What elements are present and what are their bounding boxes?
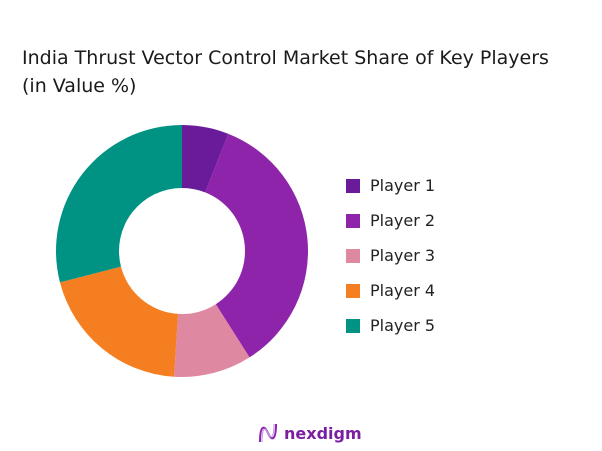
nexdigm-logo-icon (259, 423, 277, 443)
legend-swatch (346, 283, 360, 298)
legend-item: Player 4 (346, 281, 435, 300)
legend-item: Player 3 (346, 246, 435, 265)
legend-label: Player 1 (370, 176, 436, 195)
legend-item: Player 2 (346, 211, 435, 230)
legend-swatch (346, 318, 360, 333)
legend-swatch (346, 178, 360, 193)
slice-player-1 (182, 125, 229, 193)
legend-item: Player 5 (346, 316, 435, 335)
legend-item: Player 1 (346, 176, 435, 195)
legend-swatch (346, 248, 360, 263)
legend-label: Player 3 (370, 246, 436, 265)
legend-label: Player 2 (370, 211, 436, 230)
slice-player-4 (59, 266, 179, 377)
legend-label: Player 5 (370, 316, 436, 335)
slice-player-2 (205, 133, 309, 358)
slice-player-5 (55, 125, 182, 283)
nexdigm-logo: nexdigm (258, 422, 362, 444)
legend-label: Player 4 (370, 281, 436, 300)
legend-swatch (346, 213, 360, 228)
chart-title: India Thrust Vector Control Market Share… (22, 47, 549, 97)
nexdigm-logo-text: nexdigm (284, 423, 362, 443)
slice-player-3 (174, 304, 250, 377)
